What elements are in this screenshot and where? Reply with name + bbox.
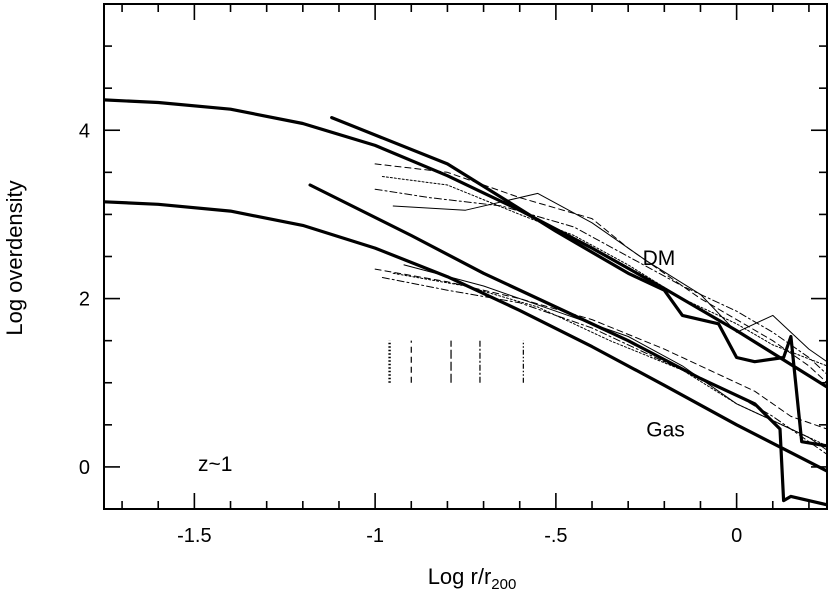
x-tick-label: 0	[731, 525, 742, 547]
series-layer	[104, 98, 827, 507]
profile-series-3	[330, 116, 827, 448]
profile-series-9	[374, 268, 827, 430]
x-axis-label-subscript: 200	[491, 576, 516, 591]
resolution-marker-layer	[388, 340, 524, 383]
profile-series-8	[392, 192, 827, 363]
tick-label-layer: -1.5 -1 -.5 0 0 2 4	[79, 120, 742, 547]
annotation-z-1: z~1	[198, 453, 232, 476]
plot-frame	[103, 3, 828, 510]
y-tick-label: 2	[79, 289, 90, 311]
profile-series-1	[104, 98, 827, 389]
profile-series-2	[104, 200, 827, 473]
profile-series-10	[381, 277, 827, 455]
y-tick-label: 0	[79, 457, 90, 479]
profile-series-5	[374, 163, 827, 384]
annotation-gas: Gas	[646, 419, 685, 442]
x-axis-label: Log r/r200	[428, 564, 517, 591]
y-tick-label: 4	[79, 120, 90, 142]
x-tick-label: -1	[366, 525, 384, 547]
profile-series-6	[374, 188, 827, 375]
y-axis-label: Log overdensity	[2, 180, 27, 335]
x-tick-label: -1.5	[177, 525, 211, 547]
tick-layer	[104, 3, 827, 510]
annotation-layer: DM Gas z~1	[198, 247, 685, 476]
x-tick-label: -.5	[544, 525, 567, 547]
annotation-dm: DM	[643, 247, 676, 270]
profile-series-12	[403, 264, 827, 451]
x-axis-label-main: Log r/r	[428, 564, 492, 589]
profile-series-7	[381, 176, 827, 367]
